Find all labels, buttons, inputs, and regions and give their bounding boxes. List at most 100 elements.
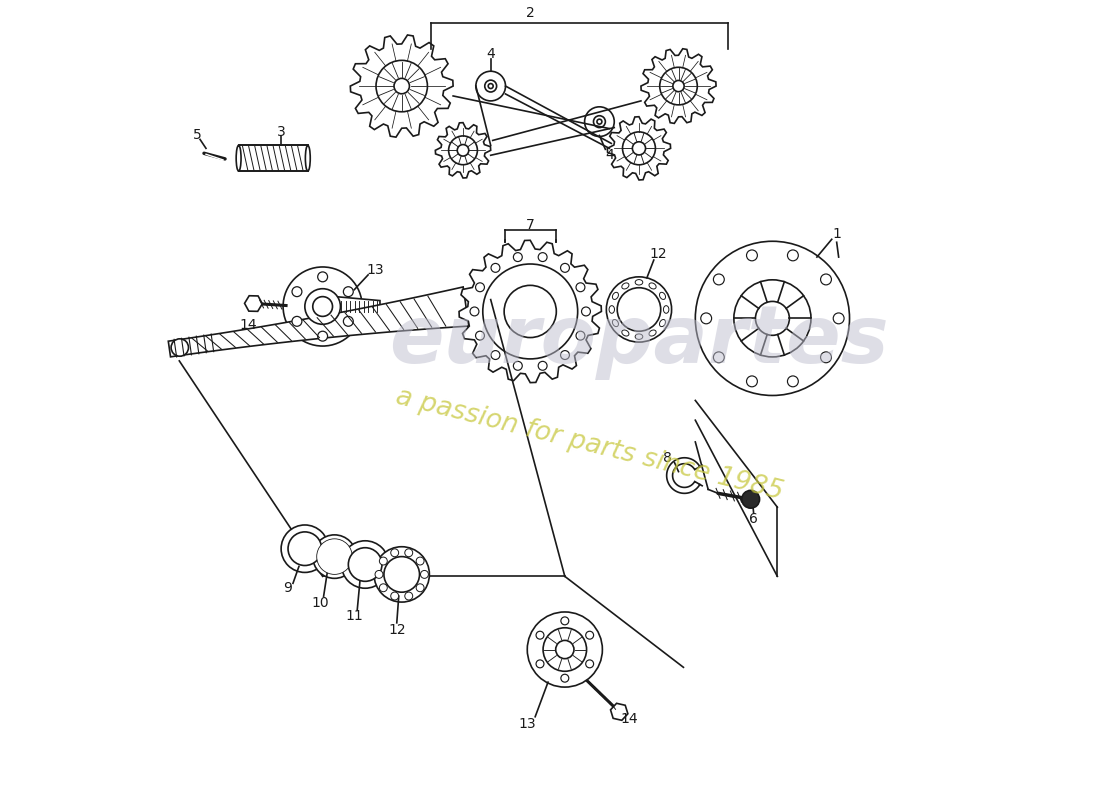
Circle shape [833,313,844,324]
Ellipse shape [621,283,629,289]
Text: 3: 3 [277,125,286,138]
Circle shape [416,557,425,565]
Circle shape [561,674,569,682]
Text: 1: 1 [833,227,842,242]
Circle shape [543,628,586,671]
Circle shape [576,331,585,340]
Circle shape [576,283,585,292]
Circle shape [504,286,557,338]
Circle shape [747,250,758,261]
Circle shape [561,263,570,272]
Circle shape [821,352,832,362]
Circle shape [470,307,478,316]
Circle shape [374,546,429,602]
Circle shape [405,549,412,557]
Text: 12: 12 [650,247,668,261]
Polygon shape [239,146,308,171]
Circle shape [317,539,352,574]
Circle shape [458,145,469,156]
Circle shape [491,263,499,272]
Circle shape [341,541,389,588]
Polygon shape [667,458,700,494]
Circle shape [485,80,496,92]
Circle shape [343,316,353,326]
Circle shape [292,316,301,326]
Circle shape [375,570,383,578]
Text: 13: 13 [518,717,536,730]
Circle shape [756,302,790,335]
Circle shape [349,548,382,582]
Circle shape [538,362,547,370]
Circle shape [538,253,547,262]
Circle shape [741,490,760,508]
Circle shape [312,535,356,578]
Ellipse shape [635,279,642,285]
Polygon shape [607,117,671,180]
Circle shape [476,71,506,101]
Circle shape [585,660,594,668]
Circle shape [312,297,332,316]
Circle shape [514,253,522,262]
Circle shape [292,286,301,297]
Circle shape [714,274,724,285]
Text: 2: 2 [526,6,535,20]
Circle shape [483,264,578,359]
Circle shape [594,116,605,127]
Text: 6: 6 [749,512,758,526]
Ellipse shape [613,319,618,326]
Circle shape [405,592,412,600]
Circle shape [488,83,493,89]
Text: 10: 10 [311,596,330,610]
Polygon shape [641,49,716,123]
Polygon shape [168,287,469,357]
Ellipse shape [236,146,241,171]
Circle shape [514,362,522,370]
Ellipse shape [660,292,666,299]
Circle shape [384,557,419,592]
Ellipse shape [649,283,656,289]
Text: 4: 4 [605,148,614,162]
Text: 9: 9 [284,582,293,595]
Circle shape [305,289,340,324]
Ellipse shape [613,292,618,299]
Text: 8: 8 [663,450,672,465]
Ellipse shape [660,319,666,326]
Circle shape [561,350,570,359]
Text: a passion for parts since 1985: a passion for parts since 1985 [393,384,786,506]
Circle shape [660,67,697,105]
Circle shape [416,584,425,592]
Polygon shape [459,240,602,382]
Circle shape [597,119,602,124]
Ellipse shape [663,306,669,314]
Circle shape [695,242,849,395]
Circle shape [318,272,328,282]
Circle shape [701,313,712,324]
Circle shape [582,307,591,316]
Circle shape [390,592,398,600]
Circle shape [536,660,544,668]
Circle shape [536,631,544,639]
Circle shape [788,376,799,386]
Circle shape [561,617,569,625]
Circle shape [320,542,350,571]
Ellipse shape [621,330,629,336]
Circle shape [475,331,484,340]
Circle shape [420,570,428,578]
Circle shape [584,107,614,137]
Ellipse shape [609,306,615,314]
Polygon shape [436,122,491,178]
Circle shape [318,331,328,341]
Circle shape [747,376,758,386]
Polygon shape [350,35,453,137]
Circle shape [379,557,387,565]
Circle shape [617,288,661,331]
Circle shape [788,250,799,261]
Polygon shape [336,297,380,316]
Circle shape [449,136,477,165]
Circle shape [623,132,656,165]
Circle shape [343,286,353,297]
Circle shape [283,267,362,346]
Text: 12: 12 [388,622,406,637]
Circle shape [491,350,499,359]
Text: 14: 14 [620,712,638,726]
